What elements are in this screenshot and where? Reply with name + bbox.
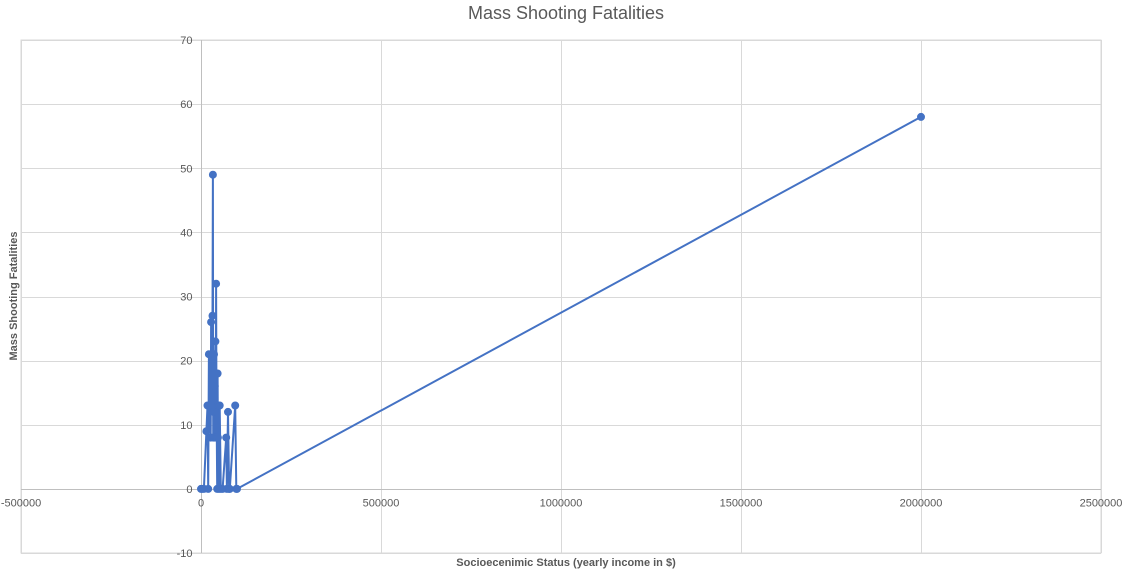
y-tick-label: 50: [180, 163, 192, 175]
y-tick-label: 20: [180, 356, 192, 368]
y-tick-label: 10: [180, 420, 192, 432]
x-tick-label: 2500000: [1080, 498, 1123, 510]
y-tick-label: 60: [180, 99, 192, 111]
data-point: [208, 311, 217, 320]
x-tick-label: 1000000: [540, 498, 583, 510]
series-line: [201, 116, 922, 490]
data-point: [215, 401, 224, 410]
x-axis-title: Socioecenimic Status (yearly income in $…: [456, 557, 676, 569]
y-axis-title: Mass Shooting Fatalities: [8, 231, 20, 361]
data-point: [210, 350, 218, 359]
y-tick-label: 70: [180, 35, 192, 47]
x-tick-label: 0: [198, 498, 204, 510]
data-point: [213, 433, 222, 442]
x-tick-label: 2000000: [900, 498, 943, 510]
data-point: [210, 382, 219, 391]
y-tick-label: 30: [180, 292, 192, 304]
data-point: [224, 407, 232, 416]
data-point: [222, 433, 231, 442]
data-point: [212, 279, 221, 288]
data-point: [204, 484, 213, 493]
y-tick-label: 40: [180, 227, 192, 239]
data-point: [212, 407, 221, 416]
x-tick-label: 1500000: [720, 498, 763, 510]
data-point: [233, 484, 241, 493]
y-tick-label: 0: [186, 484, 192, 496]
data-point: [207, 318, 216, 327]
x-tick-label: -500000: [1, 498, 41, 510]
data-point: [917, 112, 925, 121]
chart-title: Mass Shooting Fatalities: [467, 3, 665, 23]
data-point: [202, 427, 211, 436]
data-point: [207, 401, 216, 410]
data-point: [225, 484, 234, 493]
x-tick-label: 500000: [363, 498, 400, 510]
data-point: [208, 170, 217, 179]
data-point: [213, 369, 222, 378]
y-tick-label: -10: [177, 548, 193, 560]
data-point: [211, 337, 220, 346]
data-point: [231, 401, 240, 410]
